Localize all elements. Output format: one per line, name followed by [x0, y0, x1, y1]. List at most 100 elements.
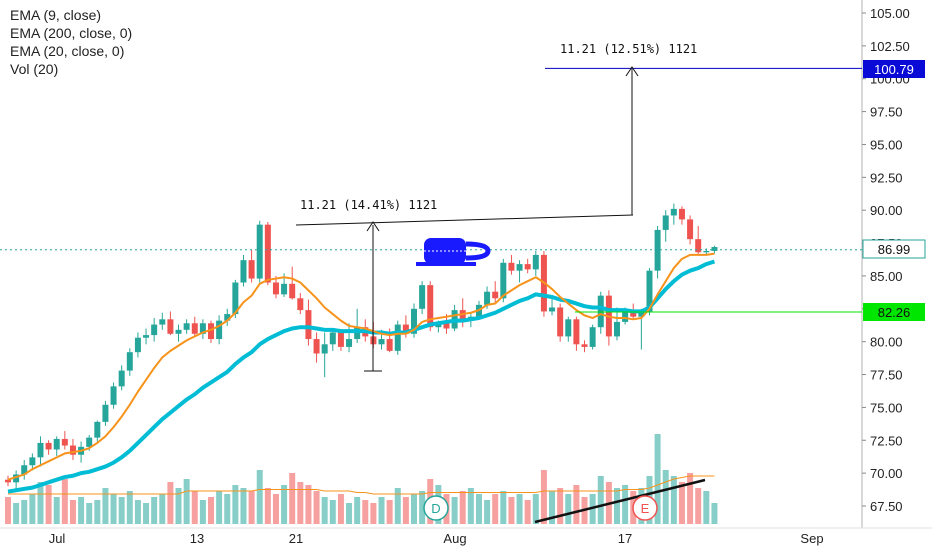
legend-vol[interactable]: Vol (20): [10, 61, 59, 77]
candle: [159, 312, 166, 330]
price-tick-label: 85.00: [870, 269, 903, 284]
volume-bar: [654, 434, 661, 524]
volume-bar: [45, 485, 52, 524]
volume-bar: [313, 491, 320, 524]
volume-bar: [13, 503, 20, 524]
volume-bar: [508, 497, 515, 524]
volume-bar: [289, 473, 296, 524]
candle-body: [208, 323, 214, 340]
candle-body: [118, 370, 125, 387]
candle-body: [134, 337, 141, 353]
candle: [492, 281, 499, 303]
volume-bar: [549, 491, 556, 524]
candle-body: [143, 335, 150, 338]
highs-trendline[interactable]: [295, 214, 634, 226]
volume-bar: [281, 485, 288, 524]
price-tick-label: 75.00: [870, 400, 903, 415]
volume-bar: [337, 494, 344, 524]
volume-bar: [94, 500, 101, 524]
candle-body: [61, 438, 68, 446]
price-tick-label: 72.50: [870, 433, 903, 448]
candle-body: [232, 282, 239, 315]
candle: [670, 203, 677, 225]
volume-bar: [467, 488, 474, 524]
price-tick-label: 102.50: [870, 39, 910, 54]
volume-bar: [394, 488, 401, 524]
candle-body: [557, 307, 564, 337]
candle: [419, 281, 426, 315]
volume-ma-polyline: [8, 475, 715, 495]
candle: [224, 308, 231, 326]
legend-ema20[interactable]: EMA (20, close, 0): [10, 43, 125, 59]
candle: [5, 475, 11, 487]
candle-body: [581, 344, 588, 347]
candles: [5, 203, 718, 489]
candle: [208, 320, 214, 343]
dividend-marker-label: D: [431, 501, 440, 516]
candle-body: [638, 311, 645, 317]
candle: [199, 319, 206, 340]
time-tick-label: Aug: [443, 531, 466, 546]
volume-bar: [524, 500, 531, 524]
candle: [638, 308, 645, 350]
candle: [102, 400, 109, 426]
candle-body: [313, 339, 320, 354]
candle: [240, 254, 247, 287]
candle-body: [183, 323, 190, 330]
candle-body: [419, 285, 426, 309]
measure2-arrow-icon: [625, 66, 639, 77]
time-tick-label: Jul: [49, 531, 66, 546]
price-tick-label: 70.00: [870, 466, 903, 481]
volume-bar: [378, 497, 385, 524]
volume-bar: [110, 494, 117, 524]
volume-bar: [5, 497, 11, 524]
volume-bar: [216, 491, 223, 524]
candle-body: [272, 282, 279, 295]
volume-bar: [305, 485, 312, 524]
volume-bar: [402, 497, 409, 524]
price-tags: 100.79 86.99 82.26: [862, 60, 926, 321]
volume-bar: [354, 497, 361, 524]
volume-bar: [346, 503, 353, 524]
candle-body: [524, 264, 531, 270]
volume-bar: [451, 497, 458, 524]
time-axis[interactable]: Jul 13 21 Aug 17 Sep: [49, 531, 824, 546]
candle-body: [297, 298, 304, 311]
candle: [289, 266, 296, 300]
legend-ema200[interactable]: EMA (200, close, 0): [10, 25, 133, 41]
candle-body: [346, 339, 353, 347]
candle-body: [216, 320, 223, 340]
legend-ema9[interactable]: EMA (9, close): [10, 7, 102, 23]
candle-body: [69, 445, 76, 455]
candle-body: [532, 254, 539, 270]
candle: [695, 225, 702, 255]
candle-body: [654, 229, 661, 271]
volume-bar: [248, 491, 255, 524]
ema9-line: [7, 252, 715, 481]
support-price-tag: [863, 303, 925, 321]
candle-body: [549, 307, 556, 312]
volume-bar: [419, 491, 426, 524]
candle-body: [443, 323, 450, 329]
volume-bar: [573, 485, 580, 524]
dividend-marker[interactable]: [423, 495, 449, 521]
volume-bar: [540, 470, 547, 524]
time-tick-label: 13: [190, 531, 204, 546]
horizontal-levels: [0, 67, 862, 313]
price-axis[interactable]: 67.5070.0072.5075.0077.5080.0082.5085.00…: [862, 6, 910, 514]
candle-body: [687, 219, 694, 240]
volume-bar: [597, 476, 604, 524]
volume-bar: [69, 500, 76, 524]
drawn-shape-icon[interactable]: [416, 238, 491, 266]
earnings-marker[interactable]: [632, 495, 658, 521]
volume-bar: [362, 500, 369, 524]
candle: [53, 436, 60, 457]
candle-body: [711, 247, 718, 251]
candle: [581, 340, 588, 353]
candle-body: [459, 310, 466, 321]
candle: [175, 324, 182, 342]
candle-body: [5, 479, 11, 483]
candle-body: [21, 465, 28, 475]
volume-trendline[interactable]: [534, 478, 706, 524]
